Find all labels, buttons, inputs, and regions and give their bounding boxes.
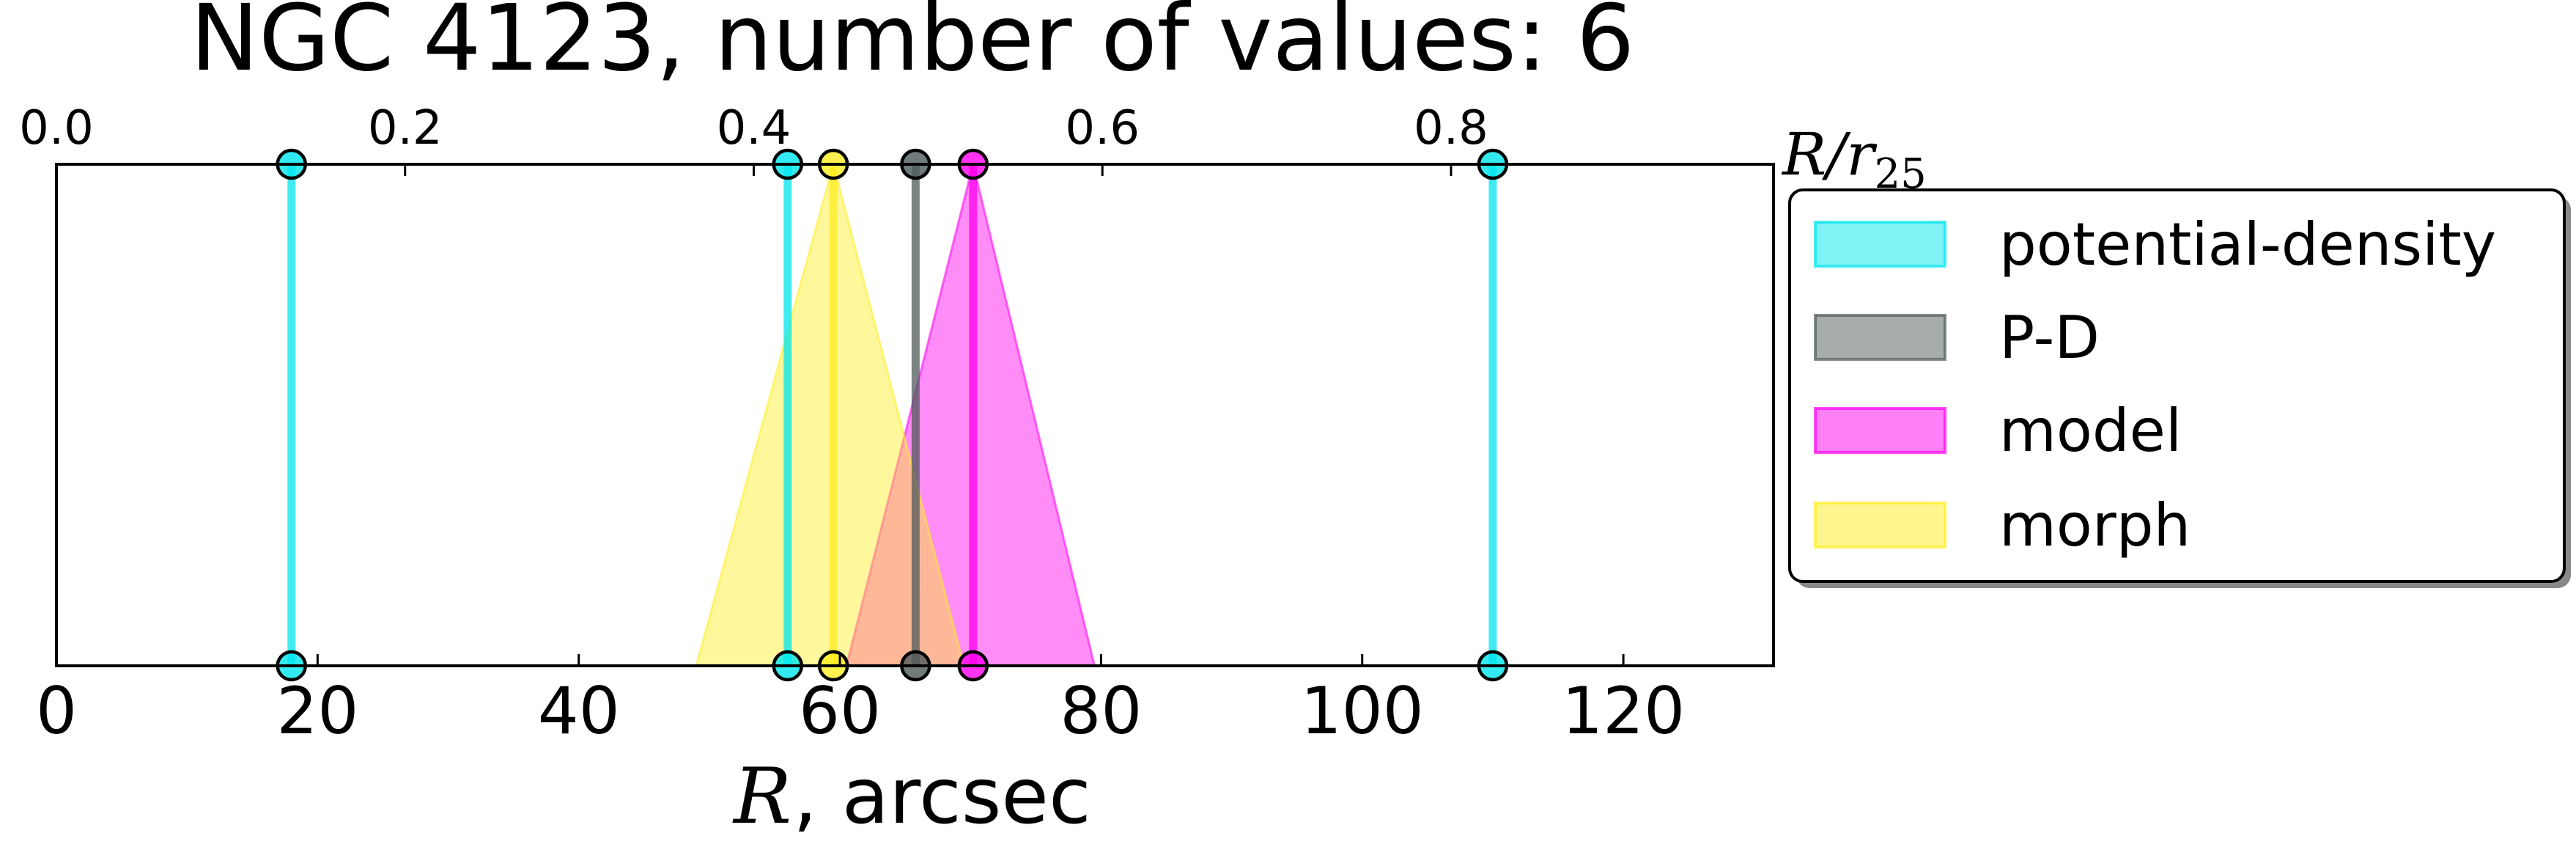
x-tick-label: 80 [1060, 673, 1142, 749]
legend-label-morph: morph [1999, 491, 2191, 559]
plot-area-frame [55, 163, 1775, 667]
x2-label-text: R/r25 [1781, 120, 1927, 198]
x2-tick-label: 0.8 [1414, 101, 1488, 155]
x2-tick-label: 0.4 [717, 101, 791, 155]
legend-box [1788, 188, 2566, 583]
x-axis-label: R , arcsec [732, 752, 1091, 841]
series-lines [287, 164, 1497, 666]
bottom-axis-ticks: 0 20 40 60 80 100 120 [36, 654, 1685, 749]
x2-tick-label: 0.0 [19, 101, 94, 155]
x-tick-label: 0 [36, 673, 77, 749]
chart-title: NGC 4123, number of values: 6 [191, 0, 1635, 92]
x-tick-label: 40 [538, 673, 620, 749]
x-tick-label: 20 [276, 673, 358, 749]
legend: potential-density P-D model morph [1788, 188, 2571, 588]
legend-swatch-morph [1814, 502, 1946, 548]
legend-swatch-potential-density [1814, 221, 1946, 268]
legend-label-model: model [1999, 397, 2182, 465]
x2-tick-label: 0.2 [368, 101, 443, 155]
x-tick-label: 120 [1562, 673, 1685, 749]
x2-tick-label: 0.6 [1065, 101, 1140, 155]
x-axis-label-symbol: R [732, 752, 791, 841]
x-tick-label: 60 [799, 673, 881, 749]
x-axis-label-text: , arcsec [793, 752, 1091, 841]
x-tick-label: 100 [1301, 673, 1424, 749]
legend-label-potential-density: potential-density [1999, 210, 2496, 279]
legend-swatch-p-d [1814, 314, 1946, 361]
legend-swatch-model [1814, 407, 1946, 454]
legend-item-model: model [1814, 397, 2182, 465]
legend-item-potential-density: potential-density [1814, 210, 2496, 279]
legend-item-morph: morph [1814, 491, 2191, 559]
legend-item-p-d: P-D [1814, 304, 2100, 372]
legend-label-p-d: P-D [1999, 304, 2100, 372]
series-triangles [695, 160, 1096, 667]
top-axis-label: R/r25 [1781, 120, 1927, 198]
top-axis-ticks: 0.0 0.2 0.4 0.6 0.8 [19, 101, 1488, 176]
